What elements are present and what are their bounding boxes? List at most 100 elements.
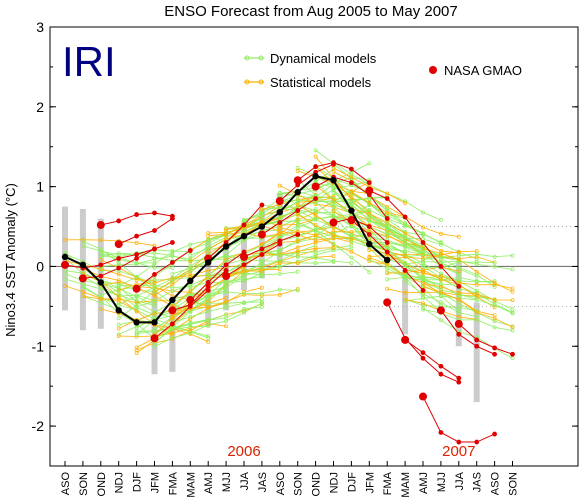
dynamical-model-point [242, 306, 246, 311]
statistical-model-point [456, 249, 461, 254]
dynamical-model-point [385, 224, 390, 229]
nasa-forecast-point [438, 371, 444, 377]
dynamical-model-point [403, 279, 408, 284]
dynamical-model-point [474, 279, 479, 283]
dynamical-model-line [190, 266, 280, 306]
nasa-forecast-point [98, 273, 104, 279]
dynamical-model-point [170, 288, 175, 293]
dynamical-model-point [421, 305, 425, 310]
dynamical-model-line [369, 241, 459, 260]
statistical-model-point [277, 225, 282, 230]
dynamical-model-point [492, 284, 497, 289]
observed-point [222, 243, 230, 250]
statistical-model-line [297, 204, 388, 248]
dynamical-model-point [367, 161, 372, 166]
dynamical-model-point [438, 271, 443, 276]
nasa-forecast-point [61, 260, 69, 269]
statistical-model-point [206, 233, 211, 238]
statistical-model-point [510, 289, 515, 294]
dynamical-model-point [421, 252, 425, 257]
dynamical-model-point [474, 297, 479, 302]
dynamical-model-point [313, 250, 318, 255]
statistical-model-point [134, 345, 139, 350]
observed-series [61, 173, 391, 326]
nasa-forecast-point [152, 246, 157, 252]
statistical-model-point [403, 290, 408, 295]
dynamical-model-point [242, 310, 246, 315]
dynamical-model-point [313, 148, 318, 153]
dynamical-model-point [98, 247, 103, 252]
dynamical-model-line [369, 244, 441, 256]
dynamical-model-line [422, 253, 513, 260]
dynamical-model-point [242, 218, 246, 223]
statistical-model-point [259, 285, 264, 290]
dynamical-model-point [242, 228, 246, 233]
statistical-model-point [259, 242, 264, 247]
statistical-model-point [170, 317, 175, 322]
dynamical-model-point [277, 190, 282, 195]
dynamical-model-line [351, 191, 442, 243]
statistical-model-point [116, 326, 121, 331]
statistical-model-point [98, 266, 103, 271]
dynamical-model-point [313, 217, 318, 222]
dynamical-model-point [295, 288, 300, 293]
nasa-forecast-point [420, 350, 426, 356]
nasa-forecast-line [189, 251, 245, 301]
statistical-model-point [385, 210, 390, 215]
dynamical-model-point [421, 279, 425, 284]
dynamical-model-line [404, 273, 495, 284]
statistical-model-point [259, 207, 264, 212]
x-tick-label: ASO [490, 472, 502, 496]
dynamical-model-point [421, 231, 425, 236]
statistical-model-point [134, 240, 139, 245]
dynamical-model-point [474, 260, 479, 265]
dynamical-model-point [421, 257, 425, 262]
dynamical-model-point [313, 228, 318, 233]
dynamical-model-point [134, 329, 139, 334]
nasa-forecast-point [420, 240, 426, 245]
dynamical-model-point [170, 266, 175, 271]
dynamical-model-line [100, 255, 191, 267]
statistical-model-point [206, 304, 211, 309]
nasa-forecast-point [187, 248, 193, 253]
axes: -2 -1 0 1 2 3 ASO SON OND NDJ DJF JFM FMA MAM AMJ MJJ JJ… [32, 19, 578, 498]
statistical-model-point [421, 271, 425, 276]
nasa-forecast-point [257, 230, 266, 239]
statistical-model-point [474, 291, 479, 296]
statistical-model-point [116, 272, 121, 277]
dynamical-model-point [224, 285, 229, 290]
dynamical-model-point [134, 260, 139, 265]
dynamical-model-point [98, 251, 103, 256]
nasa-forecast-point [114, 240, 123, 249]
nasa-forecast-point [205, 280, 211, 285]
statistical-model-point [349, 194, 354, 199]
statistical-model-point [295, 212, 300, 217]
dynamical-model-point [206, 237, 211, 242]
dynamical-model-point [206, 239, 211, 244]
dynamical-model-point [421, 210, 425, 215]
dynamical-model-line [422, 261, 495, 269]
nasa-forecast-point [168, 306, 177, 315]
statistical-model-point [456, 297, 461, 302]
y-tick-label: 2 [36, 99, 44, 115]
dynamical-model-point [277, 248, 282, 253]
statistical-model-point [80, 289, 85, 294]
observed-point [366, 240, 373, 248]
nasa-forecast-point [419, 392, 427, 401]
x-tick-label: JFM [150, 472, 162, 493]
nasa-forecast-point [152, 210, 157, 216]
statistical-model-point [277, 267, 282, 272]
statistical-model-line [351, 208, 459, 254]
dynamical-model-line [190, 229, 280, 256]
dynamical-model-point [170, 276, 175, 281]
statistical-model-point [367, 255, 372, 260]
statistical-model-line [136, 303, 263, 351]
nasa-gmao-series [61, 160, 515, 445]
nasa-forecast-point [170, 260, 175, 265]
dynamical-model-point [403, 222, 408, 227]
nasa-forecast-point [401, 335, 410, 344]
dynamical-model-point [492, 319, 497, 324]
statistical-model-point [510, 298, 515, 303]
nasa-forecast-point [259, 202, 265, 208]
